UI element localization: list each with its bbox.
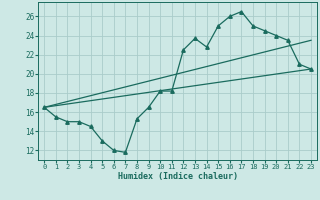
X-axis label: Humidex (Indice chaleur): Humidex (Indice chaleur)	[118, 172, 238, 181]
